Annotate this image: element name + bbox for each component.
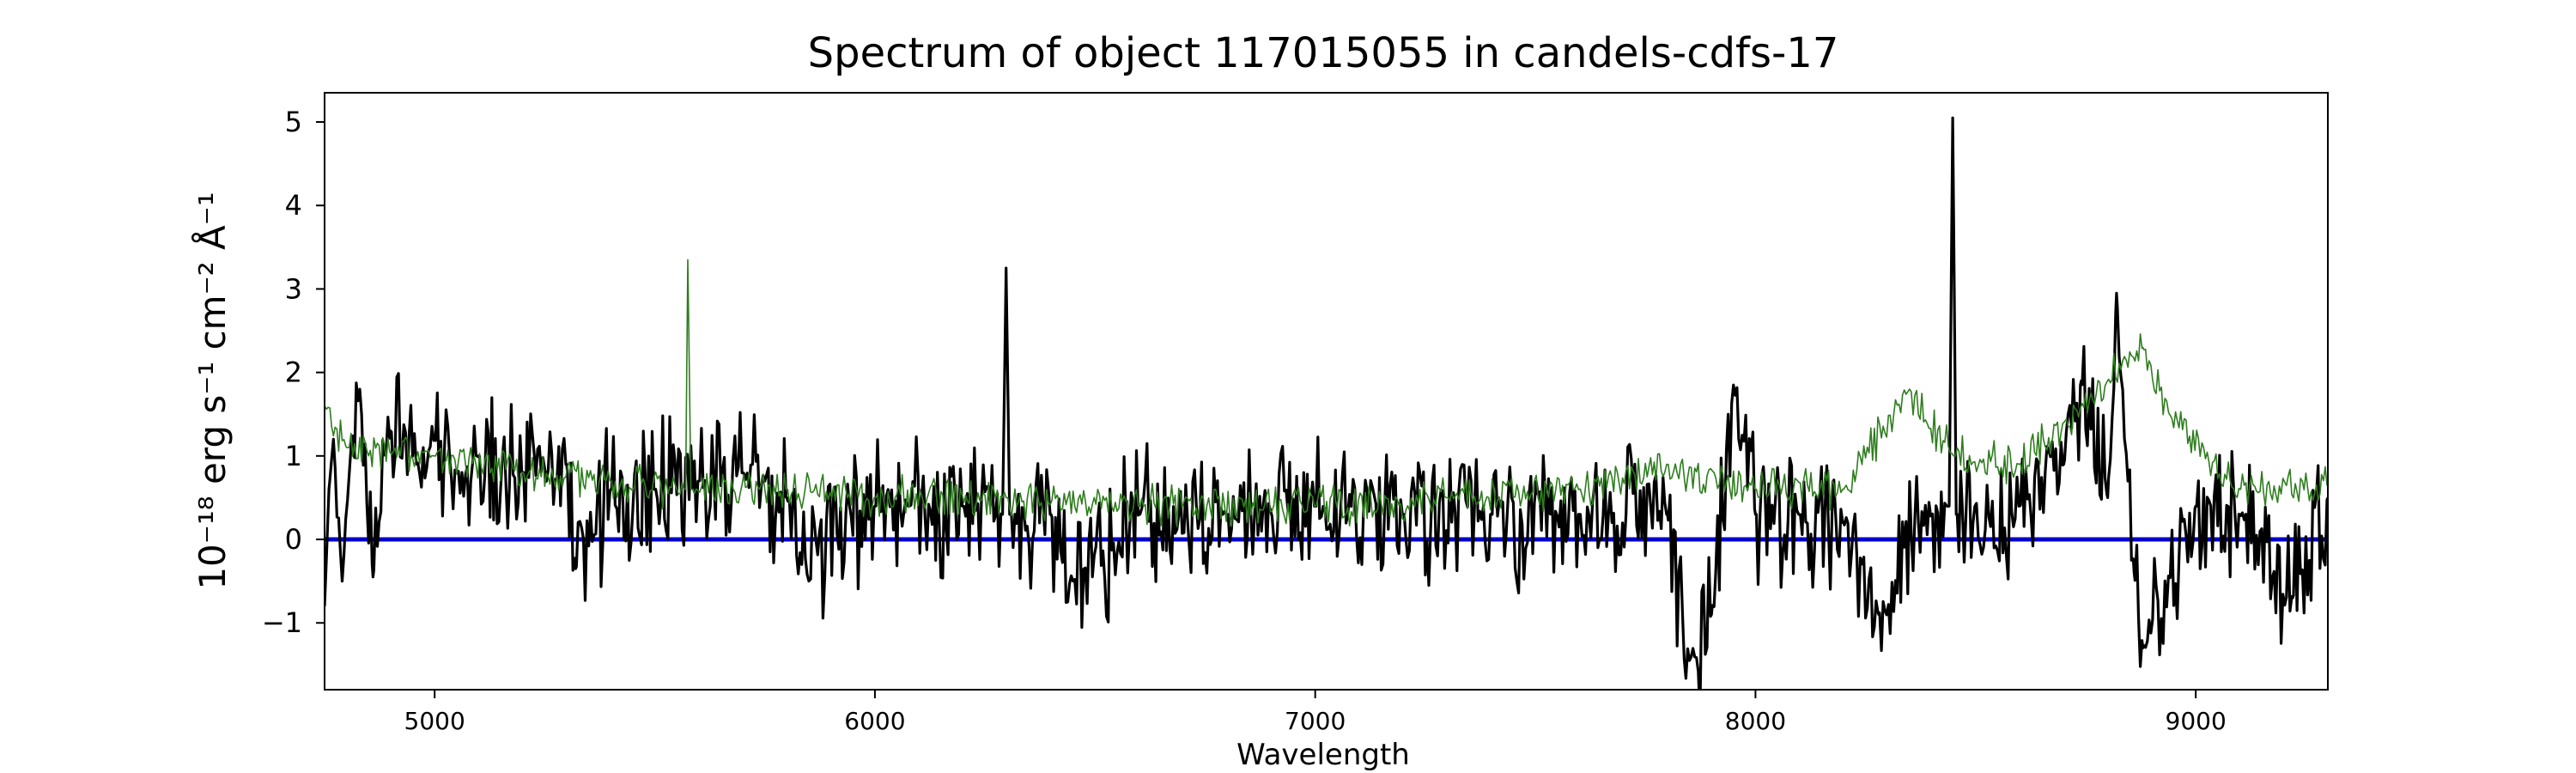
- spectrum-series-line: [325, 116, 2328, 690]
- y-tick-label: 0: [285, 523, 302, 556]
- plot-frame: [324, 92, 2329, 691]
- x-axis-label: Wavelength: [1236, 738, 1410, 772]
- y-axis: −1 0 1 2 3 4 5: [262, 106, 325, 639]
- y-tick-label: 3: [285, 272, 302, 305]
- chart-title: Spectrum of object 117015055 in candels-…: [808, 29, 1839, 77]
- model-series-line: [325, 259, 2328, 527]
- x-axis: 5000 6000 7000 8000 9000: [404, 690, 2227, 735]
- y-tick-label: 4: [285, 189, 302, 222]
- y-tick-label: 1: [285, 440, 302, 472]
- y-tick-label: 2: [285, 356, 302, 389]
- x-tick-label: 9000: [2166, 707, 2227, 735]
- x-tick-label: 7000: [1285, 707, 1346, 735]
- y-axis-label: 10⁻¹⁸ erg s⁻¹ cm⁻² Å⁻¹: [191, 192, 234, 589]
- y-tick-label: 5: [285, 106, 302, 138]
- x-tick-label: 8000: [1725, 707, 1786, 735]
- plot-area: [325, 116, 2328, 690]
- x-tick-label: 6000: [844, 707, 905, 735]
- y-tick-label: −1: [262, 606, 302, 639]
- x-tick-label: 5000: [404, 707, 465, 735]
